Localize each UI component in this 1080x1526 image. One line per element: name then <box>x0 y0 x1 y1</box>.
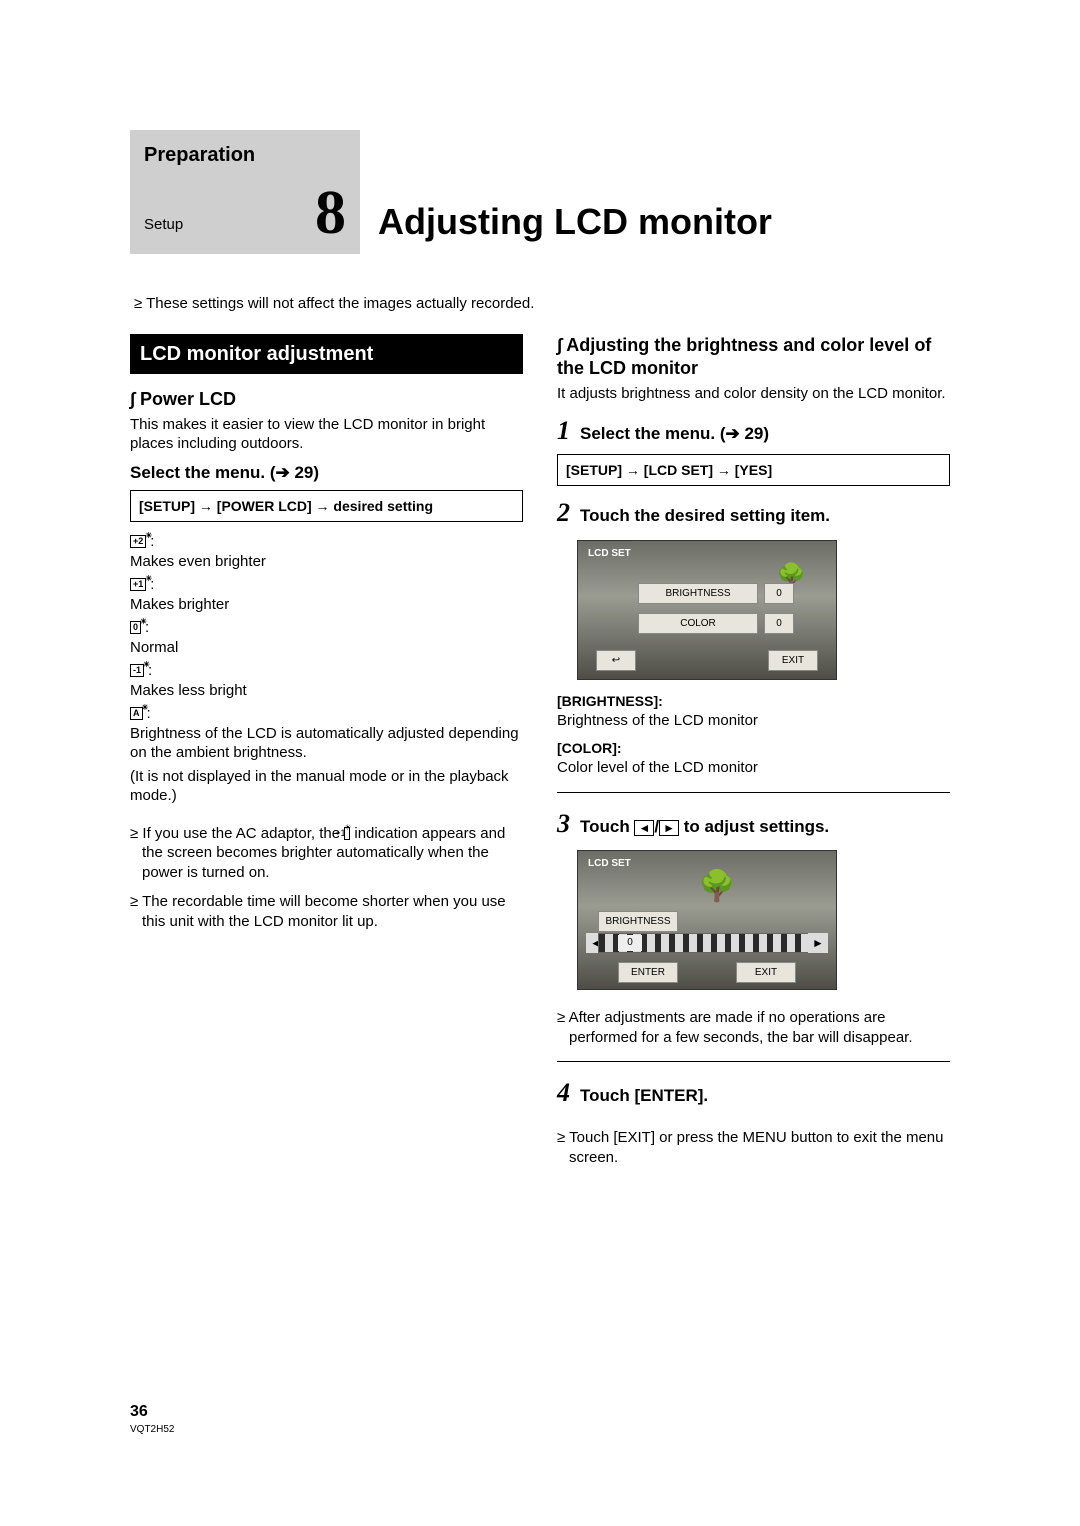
left-notes: If you use the AC adaptor, the +1 indica… <box>130 824 523 932</box>
exit-button-2[interactable]: EXIT <box>736 962 796 983</box>
divider-2 <box>557 1061 950 1062</box>
setting-desc-0: Makes even brighter <box>130 552 523 572</box>
brightness-color-desc: It adjusts brightness and color density … <box>557 384 950 404</box>
lcd-plus2-icon: +2 <box>130 535 146 548</box>
color-value: 0 <box>764 613 794 634</box>
auto-mode-note: (It is not displayed in the manual mode … <box>130 767 523 806</box>
brightness-text: Brightness of the LCD monitor <box>557 711 950 731</box>
section-heading-lcd-adjustment: LCD monitor adjustment <box>130 334 523 374</box>
lcd-set-screenshot-2: LCD SET 🌳 BRIGHTNESS ◄ 0 ► ENTER EXIT <box>577 850 837 990</box>
menu-path-power-lcd: [SETUP] → [POWER LCD] → desired setting <box>130 490 523 522</box>
step3-post: to adjust settings. <box>679 817 829 836</box>
brightness-button[interactable]: BRIGHTNESS <box>638 583 758 604</box>
doc-code: VQT2H52 <box>130 1423 174 1436</box>
screen2-brightness-label: BRIGHTNESS <box>598 911 678 932</box>
page-title: Adjusting LCD monitor <box>378 199 772 246</box>
lcd-minus1-icon: -1 <box>130 664 144 677</box>
step-4-text: Touch [ENTER]. <box>580 1085 708 1107</box>
select-menu-left: Select the menu. <box>130 462 523 484</box>
setup-label: Setup <box>144 215 183 235</box>
chapter-number: 8 <box>315 182 346 244</box>
step-1-number: 1 <box>557 414 570 448</box>
header-left-block: Preparation Setup 8 <box>130 130 360 254</box>
lcd-zero-icon: 0 <box>130 621 141 634</box>
title-header: Preparation Setup 8 Adjusting LCD monito… <box>130 130 950 254</box>
slider-right-button[interactable]: ► <box>808 933 828 953</box>
step4-bullet: Touch [EXIT] or press the MENU button to… <box>557 1128 950 1167</box>
screen1-title: LCD SET <box>588 547 631 560</box>
step-2-number: 2 <box>557 496 570 530</box>
brightness-value: 0 <box>764 583 794 604</box>
color-label: [COLOR]: <box>557 740 622 756</box>
header-right-block: Adjusting LCD monitor <box>360 130 950 254</box>
left-bullet-0: If you use the AC adaptor, the +1 indica… <box>130 824 523 883</box>
left-arrow-icon: ◄ <box>634 820 654 836</box>
menu-path-lcd-set: [SETUP] → [LCD SET] → [YES] <box>557 454 950 486</box>
lcd-plus1-icon: +1 <box>130 578 146 591</box>
slider-value: 0 <box>618 935 642 951</box>
brightness-label: [BRIGHTNESS]: <box>557 693 663 709</box>
left-column: LCD monitor adjustment Power LCD This ma… <box>130 334 523 1178</box>
left-bullet-1: The recordable time will become shorter … <box>130 892 523 931</box>
power-lcd-heading: Power LCD <box>130 388 523 411</box>
inline-plus1-icon: +1 <box>344 827 350 840</box>
screen2-title: LCD SET <box>588 857 631 870</box>
setting-desc-2: Normal <box>130 638 523 658</box>
lcd-set-screenshot-1: LCD SET 🌳 BRIGHTNESS 0 COLOR 0 ↩ EXIT <box>577 540 837 680</box>
setting-desc-1: Makes brighter <box>130 595 523 615</box>
right-arrow-icon: ► <box>659 820 679 836</box>
step-3-number: 3 <box>557 807 570 841</box>
color-text: Color level of the LCD monitor <box>557 758 950 778</box>
step3-bullet: After adjustments are made if no operati… <box>557 1008 950 1047</box>
power-lcd-description: This makes it easier to view the LCD mon… <box>130 415 523 454</box>
page-footer: 36 VQT2H52 <box>130 1402 174 1436</box>
exit-button-1[interactable]: EXIT <box>768 650 818 671</box>
preparation-label: Preparation <box>144 142 346 168</box>
page-number: 36 <box>130 1402 174 1423</box>
brightness-color-heading: Adjusting the brightness and color level… <box>557 334 950 381</box>
right-column: Adjusting the brightness and color level… <box>557 334 950 1178</box>
tree-graphic-icon-2: 🌳 <box>698 867 735 906</box>
step-2-text: Touch the desired setting item. <box>580 505 830 527</box>
step-3-text: Touch ◄/► to adjust settings. <box>580 816 829 838</box>
step-1-text: Select the menu. <box>580 423 769 445</box>
lcd-auto-icon: A <box>130 707 143 720</box>
back-button[interactable]: ↩ <box>596 650 636 671</box>
divider-1 <box>557 792 950 793</box>
enter-button[interactable]: ENTER <box>618 962 678 983</box>
color-button[interactable]: COLOR <box>638 613 758 634</box>
setting-desc-4: Brightness of the LCD is automatically a… <box>130 724 523 763</box>
step3-pre: Touch <box>580 817 634 836</box>
setting-desc-3: Makes less bright <box>130 681 523 701</box>
intro-note: These settings will not affect the image… <box>134 294 950 314</box>
step-4-number: 4 <box>557 1076 570 1110</box>
